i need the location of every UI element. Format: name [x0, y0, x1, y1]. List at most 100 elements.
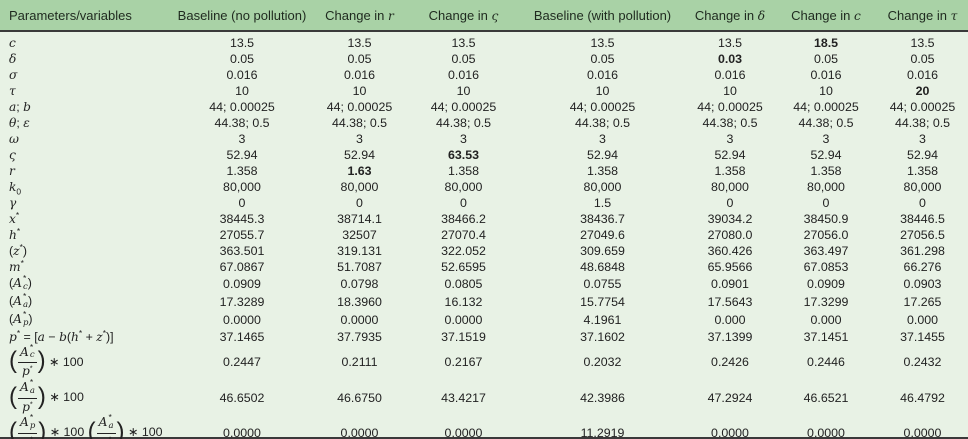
value-cell: 13.5 — [717, 36, 743, 50]
value-cell: 80,000 — [223, 180, 261, 194]
supsub: * c — [29, 341, 35, 361]
supsub: * a — [29, 376, 35, 396]
value-cell: 80,000 — [583, 180, 622, 194]
value-cell: 43.4217 — [441, 390, 486, 405]
value-cell: 3 — [599, 132, 606, 146]
value-cell: 37.1602 — [580, 329, 625, 344]
value-cell: 1.5 — [593, 196, 612, 210]
value-cell: 52.94 — [714, 148, 746, 162]
value-cell: 27070.4 — [441, 228, 486, 242]
value-cell: 0.05 — [590, 52, 615, 66]
value-cell: 1.358 — [906, 164, 938, 178]
value-cell: 10 — [723, 84, 737, 98]
value-cell: 63.53 — [447, 148, 479, 162]
value-cell: 0.016 — [714, 68, 746, 82]
value-cell: 1.63 — [347, 164, 372, 178]
table-row: τ 10 10 10 10 10 10 20 — [0, 83, 968, 99]
value-cell: 37.1465 — [219, 329, 265, 344]
value-cell: 1.358 — [714, 164, 746, 178]
value-cell: 17.5643 — [707, 294, 753, 309]
value-cell: 10 — [235, 84, 249, 98]
value-cell: 52.94 — [226, 148, 258, 162]
value-cell: 17.3299 — [803, 294, 849, 309]
supsub: * p — [22, 308, 29, 328]
value-cell: 363.501 — [219, 244, 265, 258]
table-row: (A * a p*) ∗ 100 46.6502 46.6750 43.4217 42.398… — [0, 376, 968, 415]
header-row: Parameters/variables Baseline (no polluti… — [0, 0, 968, 32]
table-row: (A * a) 17.3289 18.3960 16.132 15.7754 17.5643 1… — [0, 290, 968, 311]
row-label: m* — [9, 257, 24, 274]
value-cell: 80,000 — [807, 180, 845, 194]
value-cell: 0.016 — [226, 68, 258, 82]
table-row: (A * p) 0.0000 0.0000 0.0000 4.1961 0.000 0.000 0… — [0, 308, 968, 329]
value-cell: 44; 0.00025 — [430, 100, 497, 114]
column-header-change-in-c: Change in c — [775, 0, 877, 32]
value-cell: 38436.7 — [580, 212, 625, 226]
value-cell: 0.2167 — [444, 355, 483, 370]
supsub: * a — [22, 290, 29, 310]
value-cell: 0.05 — [229, 52, 255, 66]
table-row: (A * c) 0.0909 0.0798 0.0805 0.0755 0.0901 0.090… — [0, 273, 968, 293]
table-row: h* 27055.7 32507 27070.4 27049.6 27080.0 27056… — [0, 227, 968, 243]
value-cell: 0.0798 — [340, 276, 379, 291]
value-cell: 10 — [456, 84, 471, 98]
column-header-parameters-variables: Parameters/variables — [0, 0, 172, 32]
row-label: (A * a) — [9, 290, 33, 310]
value-cell: 0.03 — [717, 52, 743, 66]
value-cell: 0.0000 — [340, 425, 379, 439]
fraction: A*ap* — [96, 412, 116, 439]
value-cell: 0.000 — [810, 312, 842, 327]
table-row: x* 38445.3 38714.1 38466.2 38436.7 39034.2 384… — [0, 211, 968, 227]
value-cell: 13.5 — [347, 36, 372, 50]
value-cell: 27049.6 — [580, 228, 625, 242]
value-cell: 0.0000 — [223, 425, 261, 439]
value-cell: 0 — [356, 196, 363, 210]
row-label: (A * c) — [9, 273, 32, 292]
value-cell: 38446.5 — [900, 212, 945, 226]
value-cell: 37.1455 — [900, 329, 945, 344]
row-label: x* — [9, 209, 20, 226]
value-cell: 0.0000 — [444, 312, 483, 327]
value-cell: 0.016 — [906, 68, 938, 82]
value-cell: 13.5 — [590, 36, 615, 50]
value-cell: 361.298 — [900, 244, 945, 258]
column-header-baseline-no-pollution: Baseline (no pollution) — [172, 0, 312, 32]
value-cell: 80,000 — [444, 180, 483, 194]
value-cell: 37.7935 — [337, 329, 382, 344]
value-cell: 16.132 — [444, 294, 483, 309]
value-cell: 0 — [238, 196, 246, 210]
value-cell: 44; 0.00025 — [889, 100, 956, 114]
value-cell: 10 — [352, 84, 367, 98]
value-cell: 10 — [595, 84, 610, 98]
row-label: ς — [9, 148, 16, 162]
value-cell: 80,000 — [903, 180, 942, 194]
value-cell: 80,000 — [340, 180, 379, 194]
value-cell: 3 — [822, 132, 830, 146]
row-label: (z*) — [9, 241, 27, 258]
table-header: Parameters/variables Baseline (no polluti… — [0, 0, 968, 32]
value-cell: 0 — [726, 196, 734, 210]
value-cell: 363.497 — [803, 244, 849, 258]
value-cell: 0.0000 — [340, 312, 379, 327]
row-label: a; b — [9, 100, 31, 114]
value-cell: 37.1399 — [707, 329, 753, 344]
row-label: h* — [9, 225, 21, 242]
value-cell: 44; 0.00025 — [569, 100, 636, 114]
value-cell: 0.0000 — [444, 425, 483, 439]
value-cell: 51.7087 — [337, 260, 382, 274]
value-cell: 0.016 — [810, 68, 842, 82]
value-cell: 0.05 — [910, 52, 935, 66]
value-cell: 27056.5 — [900, 228, 945, 242]
table-row: σ 0.016 0.016 0.016 0.016 0.016 0.016 0.016 — [0, 67, 968, 83]
value-cell: 0.0000 — [711, 425, 749, 439]
value-cell: 32507 — [342, 228, 377, 242]
row-label: ω — [9, 132, 19, 146]
column-header-change-in-delta: Change in δ — [685, 0, 775, 32]
table-row: p* = [a − b(h* + z*)] 37.1465 37.7935 37.15… — [0, 328, 968, 345]
value-cell: 1.358 — [810, 164, 842, 178]
table-row: δ 0.05 0.05 0.05 0.05 0.03 0.05 0.05 — [0, 51, 968, 67]
value-cell: 322.052 — [441, 244, 486, 258]
value-cell: 0.05 — [451, 52, 476, 66]
